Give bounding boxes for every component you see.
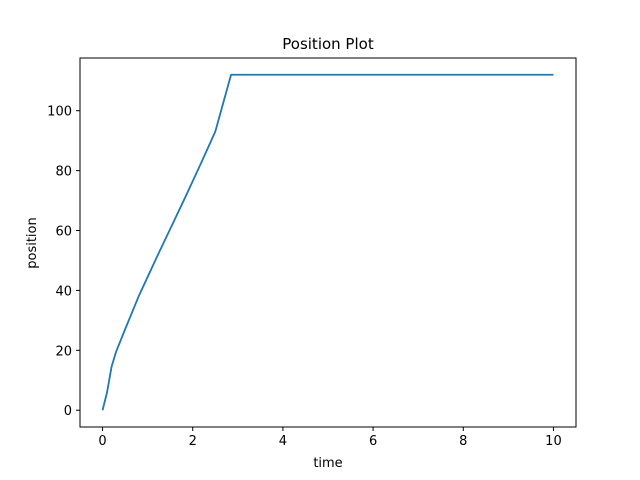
x-tick-label: 2 xyxy=(189,434,197,449)
x-tick-label: 10 xyxy=(545,434,562,449)
x-tick-label: 6 xyxy=(369,434,377,449)
y-tick-label: 20 xyxy=(55,344,72,359)
y-axis-label: position xyxy=(25,217,40,269)
y-tick-label: 40 xyxy=(55,284,72,299)
y-tick-label: 100 xyxy=(47,105,72,120)
x-tick-label: 0 xyxy=(98,434,106,449)
chart-title: Position Plot xyxy=(282,35,374,53)
x-axis-label: time xyxy=(313,456,342,471)
series-layer xyxy=(101,73,554,411)
x-tick-label: 8 xyxy=(459,434,467,449)
y-axis: 0 20 40 60 80 100 xyxy=(47,105,80,419)
x-axis: 0 2 4 6 8 10 xyxy=(98,427,562,449)
y-tick-label: 80 xyxy=(55,165,72,180)
x-tick-label: 4 xyxy=(279,434,287,449)
position-series-line xyxy=(101,73,554,411)
y-tick-label: 0 xyxy=(64,404,72,419)
plot-area xyxy=(79,57,577,428)
y-tick-label: 60 xyxy=(55,225,72,240)
